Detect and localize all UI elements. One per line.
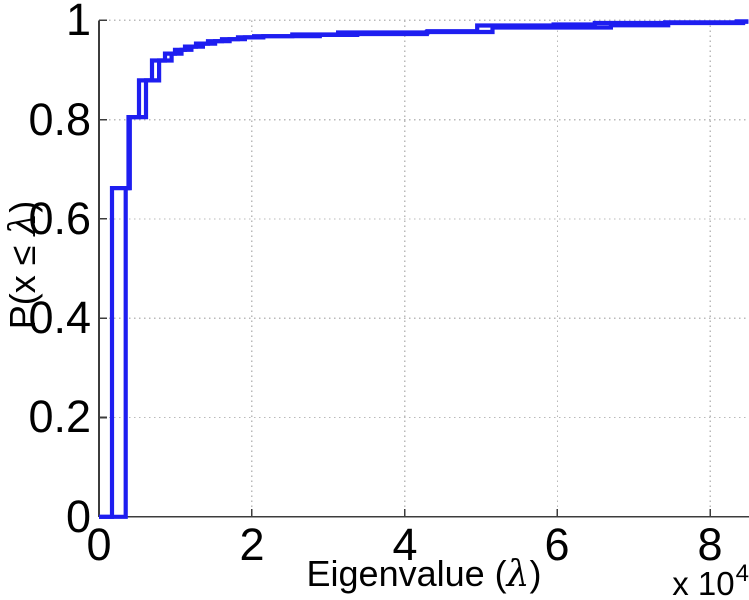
y-tick-label-0-8: 0.8 — [28, 94, 91, 145]
lambda-symbol: λ — [3, 212, 44, 236]
multiplier-exponent: 4 — [735, 560, 749, 587]
x-axis-label: Eigenvalue (λ) — [274, 552, 574, 597]
y-tick-label-0-4: 0.4 — [28, 292, 91, 343]
y-tick-label-0-2: 0.2 — [28, 391, 91, 442]
x-tick-label-2: 2 — [239, 519, 265, 570]
x-tick-label-0: 0 — [86, 519, 112, 570]
x-axis-label-close: ) — [529, 553, 542, 594]
x-tick-label-6: 6 — [544, 519, 570, 570]
y-tick-label-0: 0 — [65, 491, 91, 542]
y-tick-label-0-6: 0.6 — [28, 193, 91, 244]
cdf-curve-ecdf-1 — [99, 19, 749, 519]
x-axis-multiplier: x 104 — [600, 556, 749, 600]
x-tick-label-8: 8 — [697, 519, 723, 570]
x-tick-label-4: 4 — [392, 519, 418, 570]
y-axis-label-text: P(x ≤ — [2, 235, 43, 330]
y-axis-label: P(x ≤ λ) — [1, 185, 45, 345]
x-axis-label-text: Eigenvalue ( — [306, 553, 507, 594]
cdf-curve-ecdf-2 — [99, 19, 749, 519]
lambda-symbol: λ — [506, 554, 530, 595]
y-tick-label-1: 1 — [65, 0, 91, 45]
multiplier-base: x 10 — [672, 565, 735, 600]
y-axis-label-close: ) — [2, 200, 43, 213]
